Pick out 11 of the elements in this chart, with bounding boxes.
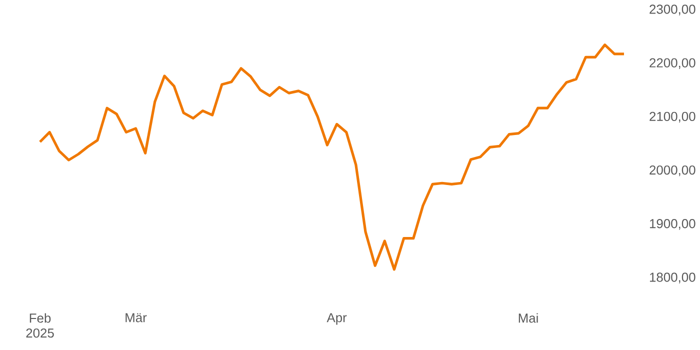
y-tick-label: 1800,00 — [650, 272, 696, 284]
x-tick-label: Feb 2025 — [26, 313, 54, 338]
y-tick-label: 2100,00 — [650, 112, 696, 123]
x-tick-label: Apr — [326, 313, 347, 325]
y-tick-label: 2200,00 — [650, 58, 696, 69]
x-tick-label: Mai — [518, 313, 538, 323]
line-series — [38, 44, 626, 271]
y-tick-label: 2300,00 — [650, 4, 696, 16]
y-tick-label: 1900,00 — [650, 219, 696, 230]
x-tick-label: Mär — [126, 313, 147, 322]
y-tick-label: 2000,00 — [650, 165, 696, 176]
